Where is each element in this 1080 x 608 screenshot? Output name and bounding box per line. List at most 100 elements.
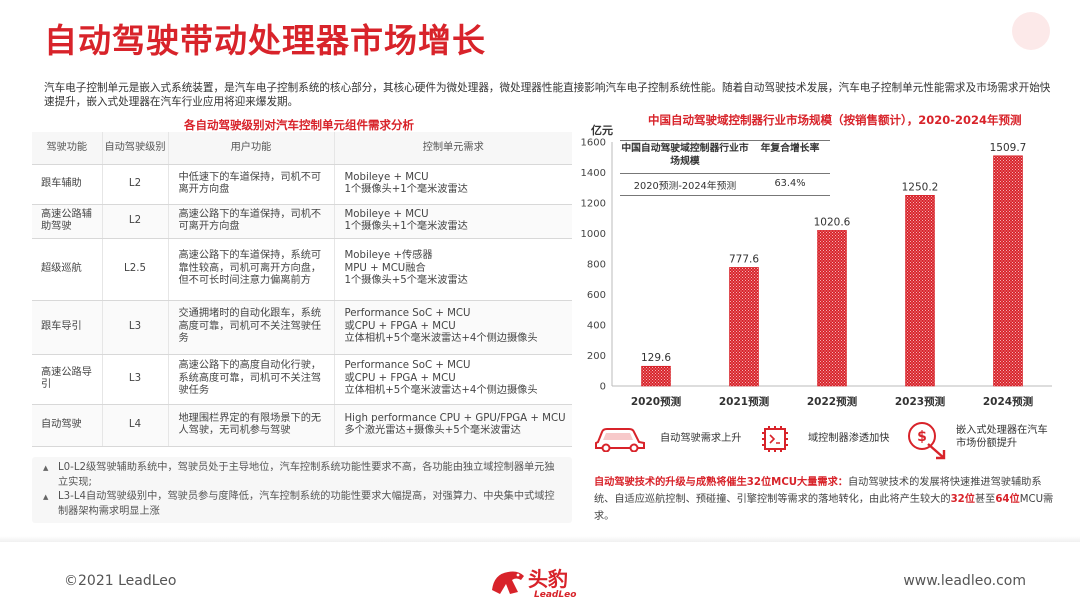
row-unit-requirement-cell: Performance SoC + MCU 或CPU + FPGA + MCU … <box>334 354 572 405</box>
y-tick-label: 1200 <box>581 199 606 210</box>
row-unit-requirement-cell: High performance CPU + GPU/FPGA + MCU 多个… <box>334 404 572 447</box>
row-level-cell: L2.5 <box>102 238 169 301</box>
footer-brand-en: LeadLeo <box>534 590 577 600</box>
requirements-table: 驾驶功能 自动驾驶级别 用户功能 控制单元需求 跟车辅助 L2 中低速下的车道保持，… <box>32 132 572 447</box>
inset-header-market: 中国自动驾驶域控制器行业市场规模 <box>621 143 749 167</box>
note-text: L3-L4自动驾驶级别中，驾驶员参与度降低，汽车控制系统的功能性要求大幅提高，对… <box>58 491 555 517</box>
row-user-function-cell: 高速公路下的车道保持，司机不可离开方向盘 <box>168 204 335 239</box>
bar-value-label: 777.6 <box>729 253 759 265</box>
row-user-function-cell: 高速公路下的车道保持，系统可靠性较高，司机可离开方向盘，但不可长时间注意力偏离前… <box>168 238 335 301</box>
inset-rule <box>620 195 830 196</box>
y-tick-label: 400 <box>587 321 606 332</box>
row-unit-requirement-cell: Mobileye +传感器 MPU + MCU融合 1个摄像头+5个毫米波雷达 <box>334 238 572 301</box>
footer-brand: 头豹 <box>528 567 568 591</box>
row-user-function-cell: 地理围栏界定的有限场景下的无人驾驶，无司机参与驾驶 <box>168 404 335 447</box>
note-text: L0-L2级驾驶辅助系统中，驾驶员处于主导地位，汽车控制系统功能性要求不高，各功… <box>58 462 555 488</box>
footer-divider <box>0 536 1080 542</box>
market-size-bar-chart: 0 200 400 600 800 1000 1200 1400 1600 129.6 2020预… <box>581 138 1052 408</box>
triangle-icon: ▲ <box>43 493 49 502</box>
inset-period: 2020预测-2024年预测 <box>633 181 737 192</box>
bar-value-label: 1020.6 <box>814 216 851 228</box>
y-tick-label: 1000 <box>581 229 606 240</box>
row-level-cell: L3 <box>102 300 169 355</box>
footer-url[interactable]: www.leadleo.com <box>903 573 1026 589</box>
x-tick-label: 2024预测 <box>983 395 1033 408</box>
table-header-row: 驾驶功能 自动驾驶级别 用户功能 控制单元需求 <box>32 132 572 165</box>
footer-logo[interactable]: 头豹 LeadLeo <box>488 562 598 606</box>
triangle-icon: ▲ <box>43 464 49 472</box>
brand-watermark-icon <box>1012 12 1050 50</box>
row-user-function-cell: 交通拥堵时的自动化跟车，系统高度可靠，司机可不关注驾驶任务 <box>168 300 335 355</box>
header-function: 驾驶功能 <box>32 132 103 165</box>
summary-lead: 自动驾驶技术的升级与成熟将催生32位MCU大量需求： <box>594 477 848 488</box>
intro-paragraph: 汽车电子控制单元是嵌入式系统装置，是汽车电子控制系统的核心部分，其核心硬件为微处… <box>44 82 1051 108</box>
inset-cagr-value: 63.4% <box>774 178 806 189</box>
table-row: 自动驾驶 L4 地理围栏界定的有限场景下的无人驾驶，无司机参与驾驶 High perf… <box>32 404 572 447</box>
bar-value-label: 1250.2 <box>902 181 939 193</box>
summary-emphasis-32bit: 32位 <box>950 494 975 505</box>
driver-label: 域控制器渗透加快 <box>808 433 890 444</box>
row-level-cell: L2 <box>102 164 169 205</box>
header-user-function: 用户功能 <box>168 132 335 165</box>
bar-2020预测 <box>641 365 671 387</box>
x-tick-label: 2023预测 <box>895 395 945 408</box>
table-row: 跟车辅助 L2 中低速下的车道保持，司机不可离开方向盘 Mobileye + MCU … <box>32 164 572 205</box>
row-level-cell: L3 <box>102 354 169 405</box>
row-level-cell: L4 <box>102 404 169 447</box>
leopard-logo-icon <box>492 571 524 594</box>
table-row: 高速公路辅助驾驶 L2 高速公路下的车道保持，司机不可离开方向盘 Mobileye +… <box>32 204 572 239</box>
chart-title: 中国自动驾驶域控制器行业市场规模（按销售额计），2020-2024年预测 <box>648 113 1022 127</box>
driver-label: 自动驾驶需求上升 <box>660 433 742 444</box>
row-function-cell: 超级巡航 <box>32 238 103 301</box>
bar-2023预测 <box>905 195 935 387</box>
footer-copyright: ©2021 LeadLeo <box>64 573 177 589</box>
note-l0-l2: ▲ L0-L2级驾驶辅助系统中，驾驶员处于主导地位，汽车控制系统功能性要求不高，各… <box>40 461 564 490</box>
y-tick-label: 200 <box>587 351 606 362</box>
row-unit-requirement-cell: Mobileye + MCU 1个摄像头+1个毫米波雷达 <box>334 204 572 239</box>
driver-label: 嵌入式处理器在汽车市场份额提升 <box>956 425 1048 449</box>
y-tick-label: 800 <box>587 260 606 271</box>
bar-2021预测 <box>729 267 759 387</box>
x-tick-label: 2021预测 <box>719 395 769 408</box>
row-function-cell: 跟车辅助 <box>32 164 103 205</box>
header-level: 自动驾驶级别 <box>102 132 169 165</box>
row-function-cell: 高速公路辅助驾驶 <box>32 204 103 239</box>
cagr-inset-table: 中国自动驾驶域控制器行业市场规模 年复合增长率 2020预测-2024年预测 6… <box>620 140 830 196</box>
summary-emphasis-64bit: 64位 <box>995 494 1020 505</box>
summary-body: 自动驾驶技术的发展将快速推进驾驶辅助系统、自适应巡航控制、预碰撞、引擎控制等需求… <box>594 477 1042 505</box>
bar-2024预测 <box>993 155 1023 387</box>
header-unit-requirement: 控制单元需求 <box>334 132 572 165</box>
page-title: 自动驾驶带动处理器市场增长 <box>44 21 486 60</box>
summary-mid: 甚至 <box>974 494 996 505</box>
inset-rule <box>620 173 830 174</box>
row-function-cell: 高速公路导引 <box>32 354 103 405</box>
row-function-cell: 自动驾驶 <box>32 404 103 447</box>
note-l3-l4: ▲ L3-L4自动驾驶级别中，驾驶员参与度降低，汽车控制系统的功能性要求大幅提高，… <box>40 490 564 519</box>
inset-header-cagr: 年复合增长率 <box>760 143 820 154</box>
y-tick-label: 1600 <box>581 138 606 149</box>
bar-2022预测 <box>817 230 847 387</box>
dollar-growth-icon: $ <box>908 422 946 460</box>
table-row: 超级巡航 L2.5 高速公路下的车道保持，系统可靠性较高，司机可离开方向盘，但不可长… <box>32 238 572 301</box>
row-function-cell: 跟车导引 <box>32 300 103 355</box>
bar-value-label: 1509.7 <box>990 142 1027 154</box>
summary-paragraph: 自动驾驶技术的升级与成熟将催生32位MCU大量需求：自动驾驶技术的发展将快速推进… <box>594 474 1054 525</box>
y-tick-label: 1400 <box>581 168 606 179</box>
x-tick-label: 2020预测 <box>631 395 681 408</box>
car-icon <box>595 428 645 452</box>
drivers-row: 自动驾驶需求上升 域控制器渗透加快 $ 嵌入式处理器在汽车市场份额提升 <box>590 420 1060 460</box>
chip-icon <box>762 426 788 452</box>
summary-tail: MCU需求。 <box>594 494 1054 522</box>
x-tick-label: 2022预测 <box>807 395 857 408</box>
table-notes: ▲ L0-L2级驾驶辅助系统中，驾驶员处于主导地位，汽车控制系统功能性要求不高，各… <box>32 457 572 523</box>
y-tick-label: 600 <box>587 290 606 301</box>
table-row: 跟车导引 L3 交通拥堵时的自动化跟车，系统高度可靠，司机可不关注驾驶任务 Perfo… <box>32 300 572 355</box>
bar-value-label: 129.6 <box>641 352 671 364</box>
row-level-cell: L2 <box>102 204 169 239</box>
y-tick-label: 0 <box>600 382 606 393</box>
inset-rule <box>620 140 830 141</box>
y-axis-unit: 亿元 <box>591 124 613 137</box>
row-user-function-cell: 高速公路下的高度自动化行驶，系统高度可靠，司机可不关注驾驶任务 <box>168 354 335 405</box>
row-user-function-cell: 中低速下的车道保持，司机不可离开方向盘 <box>168 164 335 205</box>
row-unit-requirement-cell: Performance SoC + MCU 或CPU + FPGA + MCU … <box>334 300 572 355</box>
